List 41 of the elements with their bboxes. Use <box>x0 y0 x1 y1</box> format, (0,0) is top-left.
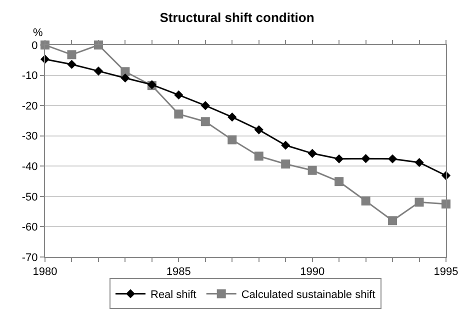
point <box>67 50 76 60</box>
y-tick-label: -40 <box>22 160 38 173</box>
y-tick-label: -20 <box>22 100 38 112</box>
chart-title: Structural shift condition <box>160 10 314 25</box>
point <box>308 166 317 175</box>
x-tick-label: 1990 <box>300 266 325 278</box>
y-tick-label: -30 <box>22 130 38 143</box>
point <box>94 66 104 76</box>
x-tick-label: 1980 <box>32 266 58 278</box>
y-tick-label: -60 <box>22 222 38 234</box>
point <box>228 112 237 122</box>
legend-label: Real shift <box>150 288 196 301</box>
point <box>388 154 398 164</box>
point <box>334 177 344 186</box>
x-tick-label: 1985 <box>166 266 191 278</box>
y-axis-title: % <box>33 27 43 39</box>
point <box>200 101 210 110</box>
point <box>120 73 130 83</box>
point <box>388 216 398 226</box>
point <box>308 148 317 158</box>
point <box>414 198 424 207</box>
point <box>174 90 184 100</box>
point <box>281 140 290 150</box>
point <box>228 135 237 144</box>
point <box>281 160 290 169</box>
y-tick-label: -50 <box>22 191 38 204</box>
y-tick-label: -70 <box>22 252 38 264</box>
point <box>361 154 370 164</box>
point <box>174 110 184 119</box>
y-tick-label: 0 <box>32 40 38 52</box>
legend-label: Calculated sustainable shift <box>241 288 376 301</box>
point <box>254 125 264 134</box>
x-tick-label: 1995 <box>434 266 458 278</box>
y-tick-label: -10 <box>22 70 38 82</box>
point <box>414 158 424 168</box>
point <box>120 67 130 76</box>
point <box>200 117 210 126</box>
point <box>361 196 370 206</box>
point <box>67 60 76 69</box>
point <box>254 152 264 161</box>
point <box>334 154 344 164</box>
